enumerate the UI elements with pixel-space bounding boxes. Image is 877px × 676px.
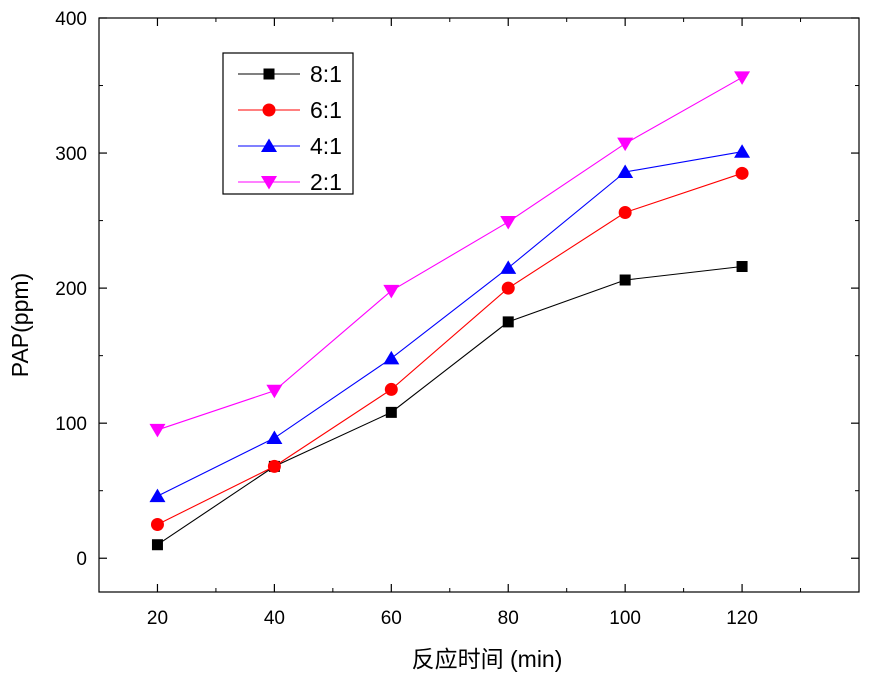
data-point [734,71,751,85]
data-point [500,260,517,274]
series-8-1 [151,261,748,551]
x-axis-title: 反应时间 (min) [412,646,563,672]
y-axis-ticks: 0 100 200 300 400 [55,9,859,570]
data-point [500,215,517,230]
data-point [149,488,166,503]
series-layer [149,71,751,551]
data-point [151,539,163,551]
y-tick-label: 100 [55,414,87,435]
x-tick-label: 120 [726,608,758,629]
data-point [619,274,631,286]
data-point [267,459,281,473]
series-line [157,172,743,525]
legend-label: 4:1 [310,133,342,159]
legend-label: 6:1 [310,97,342,123]
data-point [266,430,283,445]
legend-item: 6:1 [238,97,342,123]
legend-marker [262,103,276,117]
data-point [617,164,634,178]
legend: 8:1 6:1 4:1 2:1 [222,52,354,195]
data-point [383,350,400,365]
data-point [385,406,397,418]
series-2-1 [149,71,751,438]
data-point [501,281,515,295]
series-line [157,76,743,431]
x-tick-label: 80 [498,608,519,629]
legend-label: 8:1 [310,61,342,87]
data-point [150,517,164,531]
y-tick-label: 400 [55,9,87,30]
legend-label: 2:1 [310,169,342,195]
data-point [618,205,632,219]
y-tick-label: 0 [76,549,87,570]
data-point [734,144,751,158]
legend-marker [261,176,277,190]
y-tick-label: 300 [55,144,87,165]
data-point [266,384,283,399]
data-point [383,284,400,299]
x-axis-ticks: 20 40 60 80 100 120 [98,18,802,629]
legend-marker [263,68,275,80]
series-line [157,151,743,497]
legend-item: 4:1 [238,133,342,159]
x-tick-label: 40 [264,608,285,629]
legend-item: 2:1 [238,169,342,195]
legend-marker [261,138,277,152]
plot-frame [98,17,860,593]
x-tick-label: 20 [147,608,168,629]
data-point [149,423,166,438]
data-point [617,137,634,152]
data-point [502,316,514,328]
legend-box [222,52,354,195]
series-6-1 [150,166,749,531]
data-point [384,382,398,396]
y-axis-title: PAP(ppm) [7,273,33,377]
series-line [157,265,743,546]
legend-item: 8:1 [238,61,342,87]
y-tick-label: 200 [55,279,87,300]
series-4-1 [149,144,751,503]
data-point [736,261,748,273]
x-tick-label: 60 [381,608,402,629]
data-point [735,166,749,180]
x-tick-label: 100 [609,608,641,629]
